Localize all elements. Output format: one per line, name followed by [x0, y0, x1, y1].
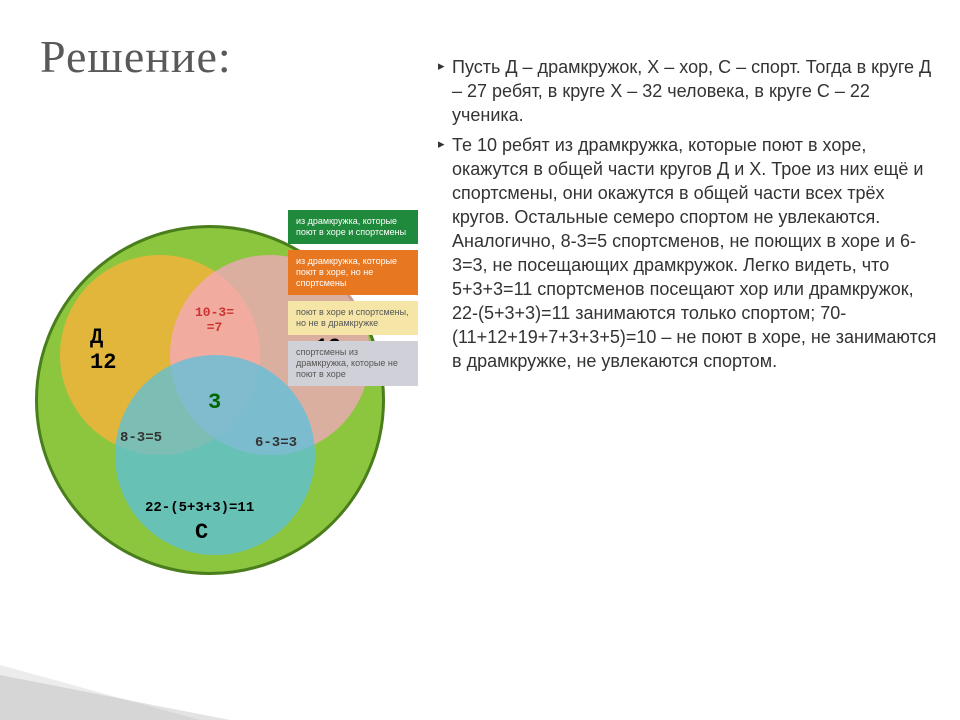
- venn-intersection-3: 6-3=3: [255, 435, 297, 451]
- venn-intersection-2: 8-3=5: [120, 430, 162, 446]
- venn-set-label-Д: Д: [90, 325, 103, 350]
- legend-item-3: спортсмены из драмкружка, которые не пою…: [288, 341, 418, 386]
- venn-set-value-С: 22-(5+3+3)=11: [145, 500, 254, 516]
- venn-circle-С: [115, 355, 315, 555]
- venn-set-label-С: С: [195, 520, 208, 545]
- venn-set-value-Д: 12: [90, 350, 116, 375]
- solution-text: ▸ Пусть Д – драмкружок, Х – хор, С – спо…: [438, 55, 938, 379]
- venn-intersection-1: 3: [208, 390, 221, 415]
- paragraph-1-text: Пусть Д – драмкружок, Х – хор, С – спорт…: [452, 55, 938, 127]
- bullet-mark: ▸: [438, 133, 452, 373]
- legend-item-2: поют в хоре и спортсмены, но не в драмкр…: [288, 301, 418, 335]
- diagram-legend: из драмкружка, которые поют в хоре и спо…: [288, 210, 418, 392]
- bullet-mark: ▸: [438, 55, 452, 127]
- legend-item-1: из драмкружка, которые поют в хоре, но н…: [288, 250, 418, 295]
- page-title: Решение:: [40, 30, 232, 83]
- venn-intersection-0: 10-3= =7: [195, 305, 234, 335]
- paragraph-2-text: Те 10 ребят из драмкружка, которые поют …: [452, 133, 938, 373]
- legend-item-0: из драмкружка, которые поют в хоре и спо…: [288, 210, 418, 244]
- paragraph-2: ▸ Те 10 ребят из драмкружка, которые пою…: [438, 133, 938, 373]
- paragraph-1: ▸ Пусть Д – драмкружок, Х – хор, С – спо…: [438, 55, 938, 127]
